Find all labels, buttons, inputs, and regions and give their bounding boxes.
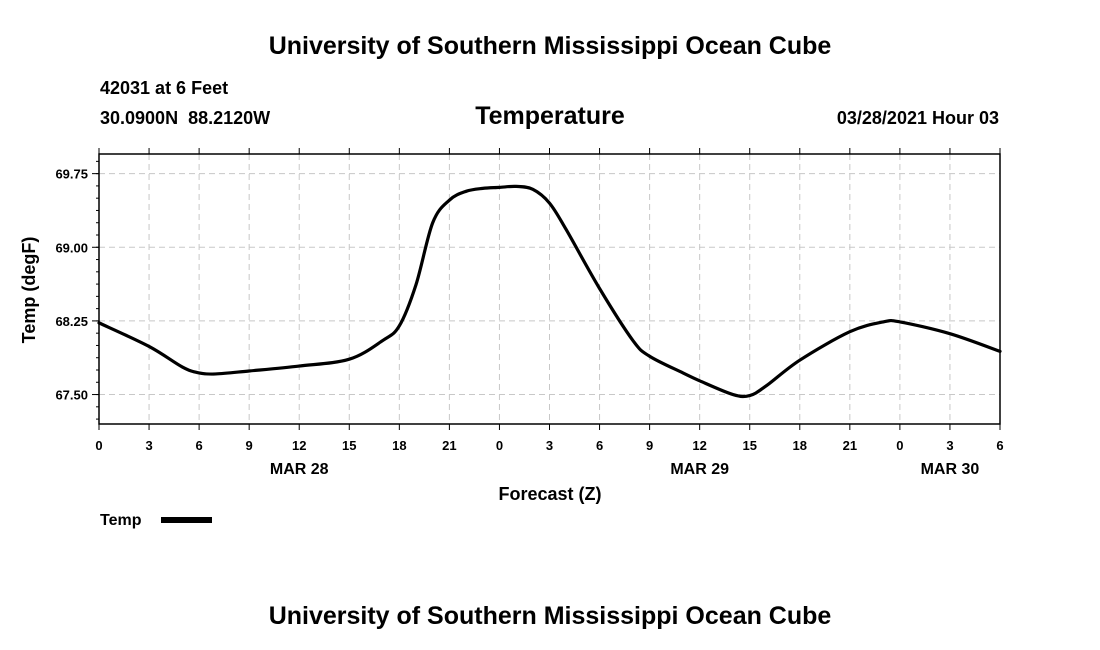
plot-title: Temperature: [475, 102, 625, 130]
x-tick-label: 0: [95, 438, 102, 453]
x-tick-label: 6: [195, 438, 202, 453]
legend: Temp: [100, 512, 212, 529]
plot-frame: [98, 153, 1001, 425]
x-tick-label: 9: [646, 438, 653, 453]
x-date-label: MAR 29: [670, 461, 729, 478]
x-tick-label: 12: [292, 438, 306, 453]
top-title: University of Southern Mississippi Ocean…: [269, 32, 832, 60]
x-tick-label: 18: [793, 438, 807, 453]
location-label: 30.0900N 88.2120W: [100, 108, 270, 128]
y-axis: 67.50 68.25 69.00 69.75: [55, 160, 99, 420]
x-axis-title: Forecast (Z): [498, 484, 601, 504]
station-label: 42031 at 6 Feet: [100, 78, 228, 98]
bottom-title: University of Southern Mississippi Ocean…: [269, 602, 832, 630]
y-axis-title: Temp (degF): [19, 237, 39, 344]
x-date-label: MAR 30: [921, 461, 980, 478]
x-date-label: MAR 28: [270, 461, 329, 478]
y-tick-label: 69.00: [55, 240, 88, 255]
grid-lines: [99, 154, 1000, 424]
x-tick-label: 21: [843, 438, 857, 453]
x-tick-label: 0: [496, 438, 503, 453]
x-tick-label: 9: [246, 438, 253, 453]
x-tick-label: 6: [596, 438, 603, 453]
y-tick-label: 68.25: [55, 314, 88, 329]
y-tick-label: 67.50: [55, 388, 88, 403]
timestamp-label: 03/28/2021 Hour 03: [837, 108, 999, 128]
x-tick-label: 15: [742, 438, 756, 453]
legend-label-temp: Temp: [100, 512, 142, 529]
x-axis: 0 3 6 9 12 15 18 21 0 3 6 9 12 15 18 21 0 3 6 MAR 28 MAR 29 M…: [95, 148, 1004, 478]
x-tick-label: 0: [896, 438, 903, 453]
x-tick-label: 3: [145, 438, 152, 453]
x-tick-label: 12: [692, 438, 706, 453]
series-line-temp: [97, 184, 1002, 399]
x-tick-label: 3: [946, 438, 953, 453]
x-tick-label: 6: [996, 438, 1003, 453]
series-layer: [97, 184, 1002, 399]
x-tick-label: 18: [392, 438, 406, 453]
x-tick-label: 21: [442, 438, 456, 453]
x-tick-label: 3: [546, 438, 553, 453]
y-tick-label: 69.75: [55, 167, 88, 182]
x-tick-label: 15: [342, 438, 356, 453]
